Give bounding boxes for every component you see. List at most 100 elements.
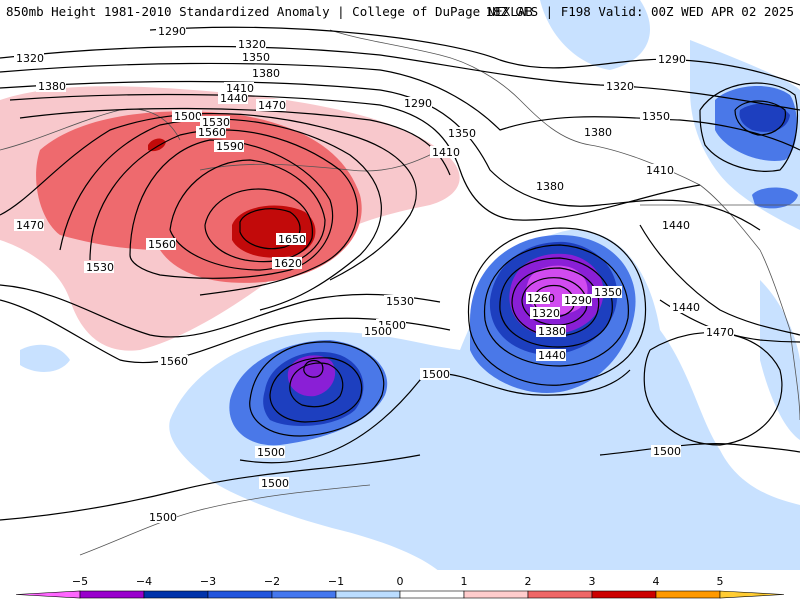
contour-label: 1410 bbox=[224, 82, 254, 95]
svg-text:1380: 1380 bbox=[584, 126, 612, 139]
contour-label: 1290 bbox=[562, 294, 592, 307]
colorbar-tick-label: −4 bbox=[136, 575, 152, 588]
contour-label: 1500 bbox=[362, 325, 392, 338]
contour-low-1-outer bbox=[249, 341, 385, 437]
colorbar-ticks: −5 −4 −3 −2 −1 0 1 2 3 4 5 bbox=[72, 575, 724, 588]
svg-text:1470: 1470 bbox=[16, 219, 44, 232]
contour-1380 bbox=[0, 80, 761, 231]
contour-label: 1530 bbox=[384, 295, 414, 308]
light-blue-west-coast bbox=[760, 280, 800, 440]
colorbar-segment bbox=[271, 590, 337, 599]
coastlines bbox=[0, 29, 800, 556]
contour-low-1-mid bbox=[269, 357, 363, 423]
contour-label: 1380 bbox=[36, 80, 66, 93]
colorbar-segment bbox=[207, 590, 273, 599]
contour-label: 1320 bbox=[530, 307, 560, 320]
colorbar-segment bbox=[527, 590, 593, 599]
svg-text:1350: 1350 bbox=[242, 51, 270, 64]
contour-label: 1560 bbox=[158, 355, 188, 368]
contour-low-2-outer bbox=[468, 227, 647, 386]
contour-label: 1530 bbox=[84, 261, 114, 274]
colorbar-tick-label: −2 bbox=[264, 575, 280, 588]
contour-label: 1320 bbox=[14, 52, 44, 65]
contour-low-1-core bbox=[303, 359, 324, 378]
colorbar-tick-label: −1 bbox=[328, 575, 344, 588]
contour-label: 1650 bbox=[276, 233, 306, 246]
colorbar-segment bbox=[399, 590, 465, 599]
colorbar-tick-label: 5 bbox=[717, 575, 724, 588]
contour-label: 1440 bbox=[218, 92, 248, 105]
colorbar-segment bbox=[655, 590, 721, 599]
colorbar-segment bbox=[143, 590, 209, 599]
contour-label: 1380 bbox=[536, 325, 566, 338]
colorbar-segment bbox=[463, 590, 529, 599]
contour-label: 1410 bbox=[430, 146, 460, 159]
contour-label: 1350 bbox=[592, 286, 622, 299]
colorbar-tick-label: −3 bbox=[200, 575, 216, 588]
svg-text:1410: 1410 bbox=[226, 82, 254, 95]
contour-label: 1560 bbox=[146, 238, 176, 251]
light-blue-anomaly-region bbox=[169, 229, 800, 572]
contour-low-2-1350 bbox=[511, 267, 600, 337]
svg-text:1590: 1590 bbox=[216, 140, 244, 153]
contour-label: 1500 bbox=[172, 110, 202, 123]
light-blue-southwest-patch bbox=[20, 344, 70, 372]
contour-label: 1290 bbox=[156, 25, 186, 38]
svg-text:1560: 1560 bbox=[160, 355, 188, 368]
contour-1500-loop bbox=[59, 118, 382, 311]
map-title: 850mb Height 1981-2010 Standardized Anom… bbox=[6, 4, 533, 19]
contour-label: 1440 bbox=[670, 301, 700, 314]
svg-text:1440: 1440 bbox=[662, 219, 690, 232]
svg-text:1470: 1470 bbox=[258, 99, 286, 112]
contour-1530-loop bbox=[89, 129, 358, 296]
contour-label: 1470 bbox=[256, 99, 286, 112]
svg-text:1320: 1320 bbox=[238, 38, 266, 51]
contour-label: 1500 bbox=[651, 445, 681, 458]
colorbar-arrow-right bbox=[719, 590, 785, 599]
contour-1320 bbox=[0, 46, 800, 111]
model-run-info: 18Z GFS | F198 Valid: 00Z WED APR 02 202… bbox=[485, 4, 794, 19]
contour-low-1-inner bbox=[289, 362, 344, 408]
svg-text:1290: 1290 bbox=[404, 97, 432, 110]
colorbar-tick-label: 1 bbox=[461, 575, 468, 588]
svg-text:1470: 1470 bbox=[706, 326, 734, 339]
dark-red-anomaly-small bbox=[148, 138, 166, 152]
svg-text:1410: 1410 bbox=[646, 164, 674, 177]
contour-label: 1350 bbox=[446, 127, 476, 140]
contour-label: 1620 bbox=[272, 257, 302, 270]
contour-labels: 1290 1320 1320 1350 1380 1380 1410 1440 … bbox=[14, 25, 734, 524]
svg-text:1350: 1350 bbox=[594, 286, 622, 299]
contour-label: 1500 bbox=[255, 446, 285, 459]
contour-label: 1260 bbox=[526, 292, 555, 305]
svg-text:1320: 1320 bbox=[532, 307, 560, 320]
svg-text:1410: 1410 bbox=[432, 146, 460, 159]
svg-text:1500: 1500 bbox=[422, 368, 450, 381]
contour-label: 1350 bbox=[640, 110, 670, 123]
contour-low-2-1440 bbox=[483, 244, 629, 367]
colorbar-segment bbox=[79, 590, 145, 599]
svg-text:1380: 1380 bbox=[538, 325, 566, 338]
contour-label: 1530 bbox=[200, 116, 230, 129]
blue-anomaly-east-small bbox=[752, 187, 798, 209]
svg-text:1650: 1650 bbox=[278, 233, 306, 246]
contour-label: 1320 bbox=[236, 38, 266, 51]
svg-text:1530: 1530 bbox=[386, 295, 414, 308]
colorbar: −5 −4 −3 −2 −1 0 1 2 3 4 5 bbox=[0, 570, 800, 600]
svg-text:1530: 1530 bbox=[86, 261, 114, 274]
svg-text:1500: 1500 bbox=[149, 511, 177, 524]
contour-label: 1470 bbox=[704, 326, 734, 339]
svg-text:1380: 1380 bbox=[38, 80, 66, 93]
contour-1590-loop bbox=[169, 159, 326, 271]
colorbar-segments bbox=[15, 590, 785, 599]
svg-text:1320: 1320 bbox=[16, 52, 44, 65]
contour-1500-east bbox=[599, 443, 800, 456]
svg-text:1290: 1290 bbox=[564, 294, 592, 307]
colorbar-segment bbox=[335, 590, 401, 599]
svg-text:1380: 1380 bbox=[536, 180, 564, 193]
contour-1440-east bbox=[639, 224, 800, 336]
svg-text:1440: 1440 bbox=[538, 349, 566, 362]
svg-text:1290: 1290 bbox=[658, 53, 686, 66]
contour-label: 1560 bbox=[196, 126, 226, 139]
svg-text:1620: 1620 bbox=[274, 257, 302, 270]
